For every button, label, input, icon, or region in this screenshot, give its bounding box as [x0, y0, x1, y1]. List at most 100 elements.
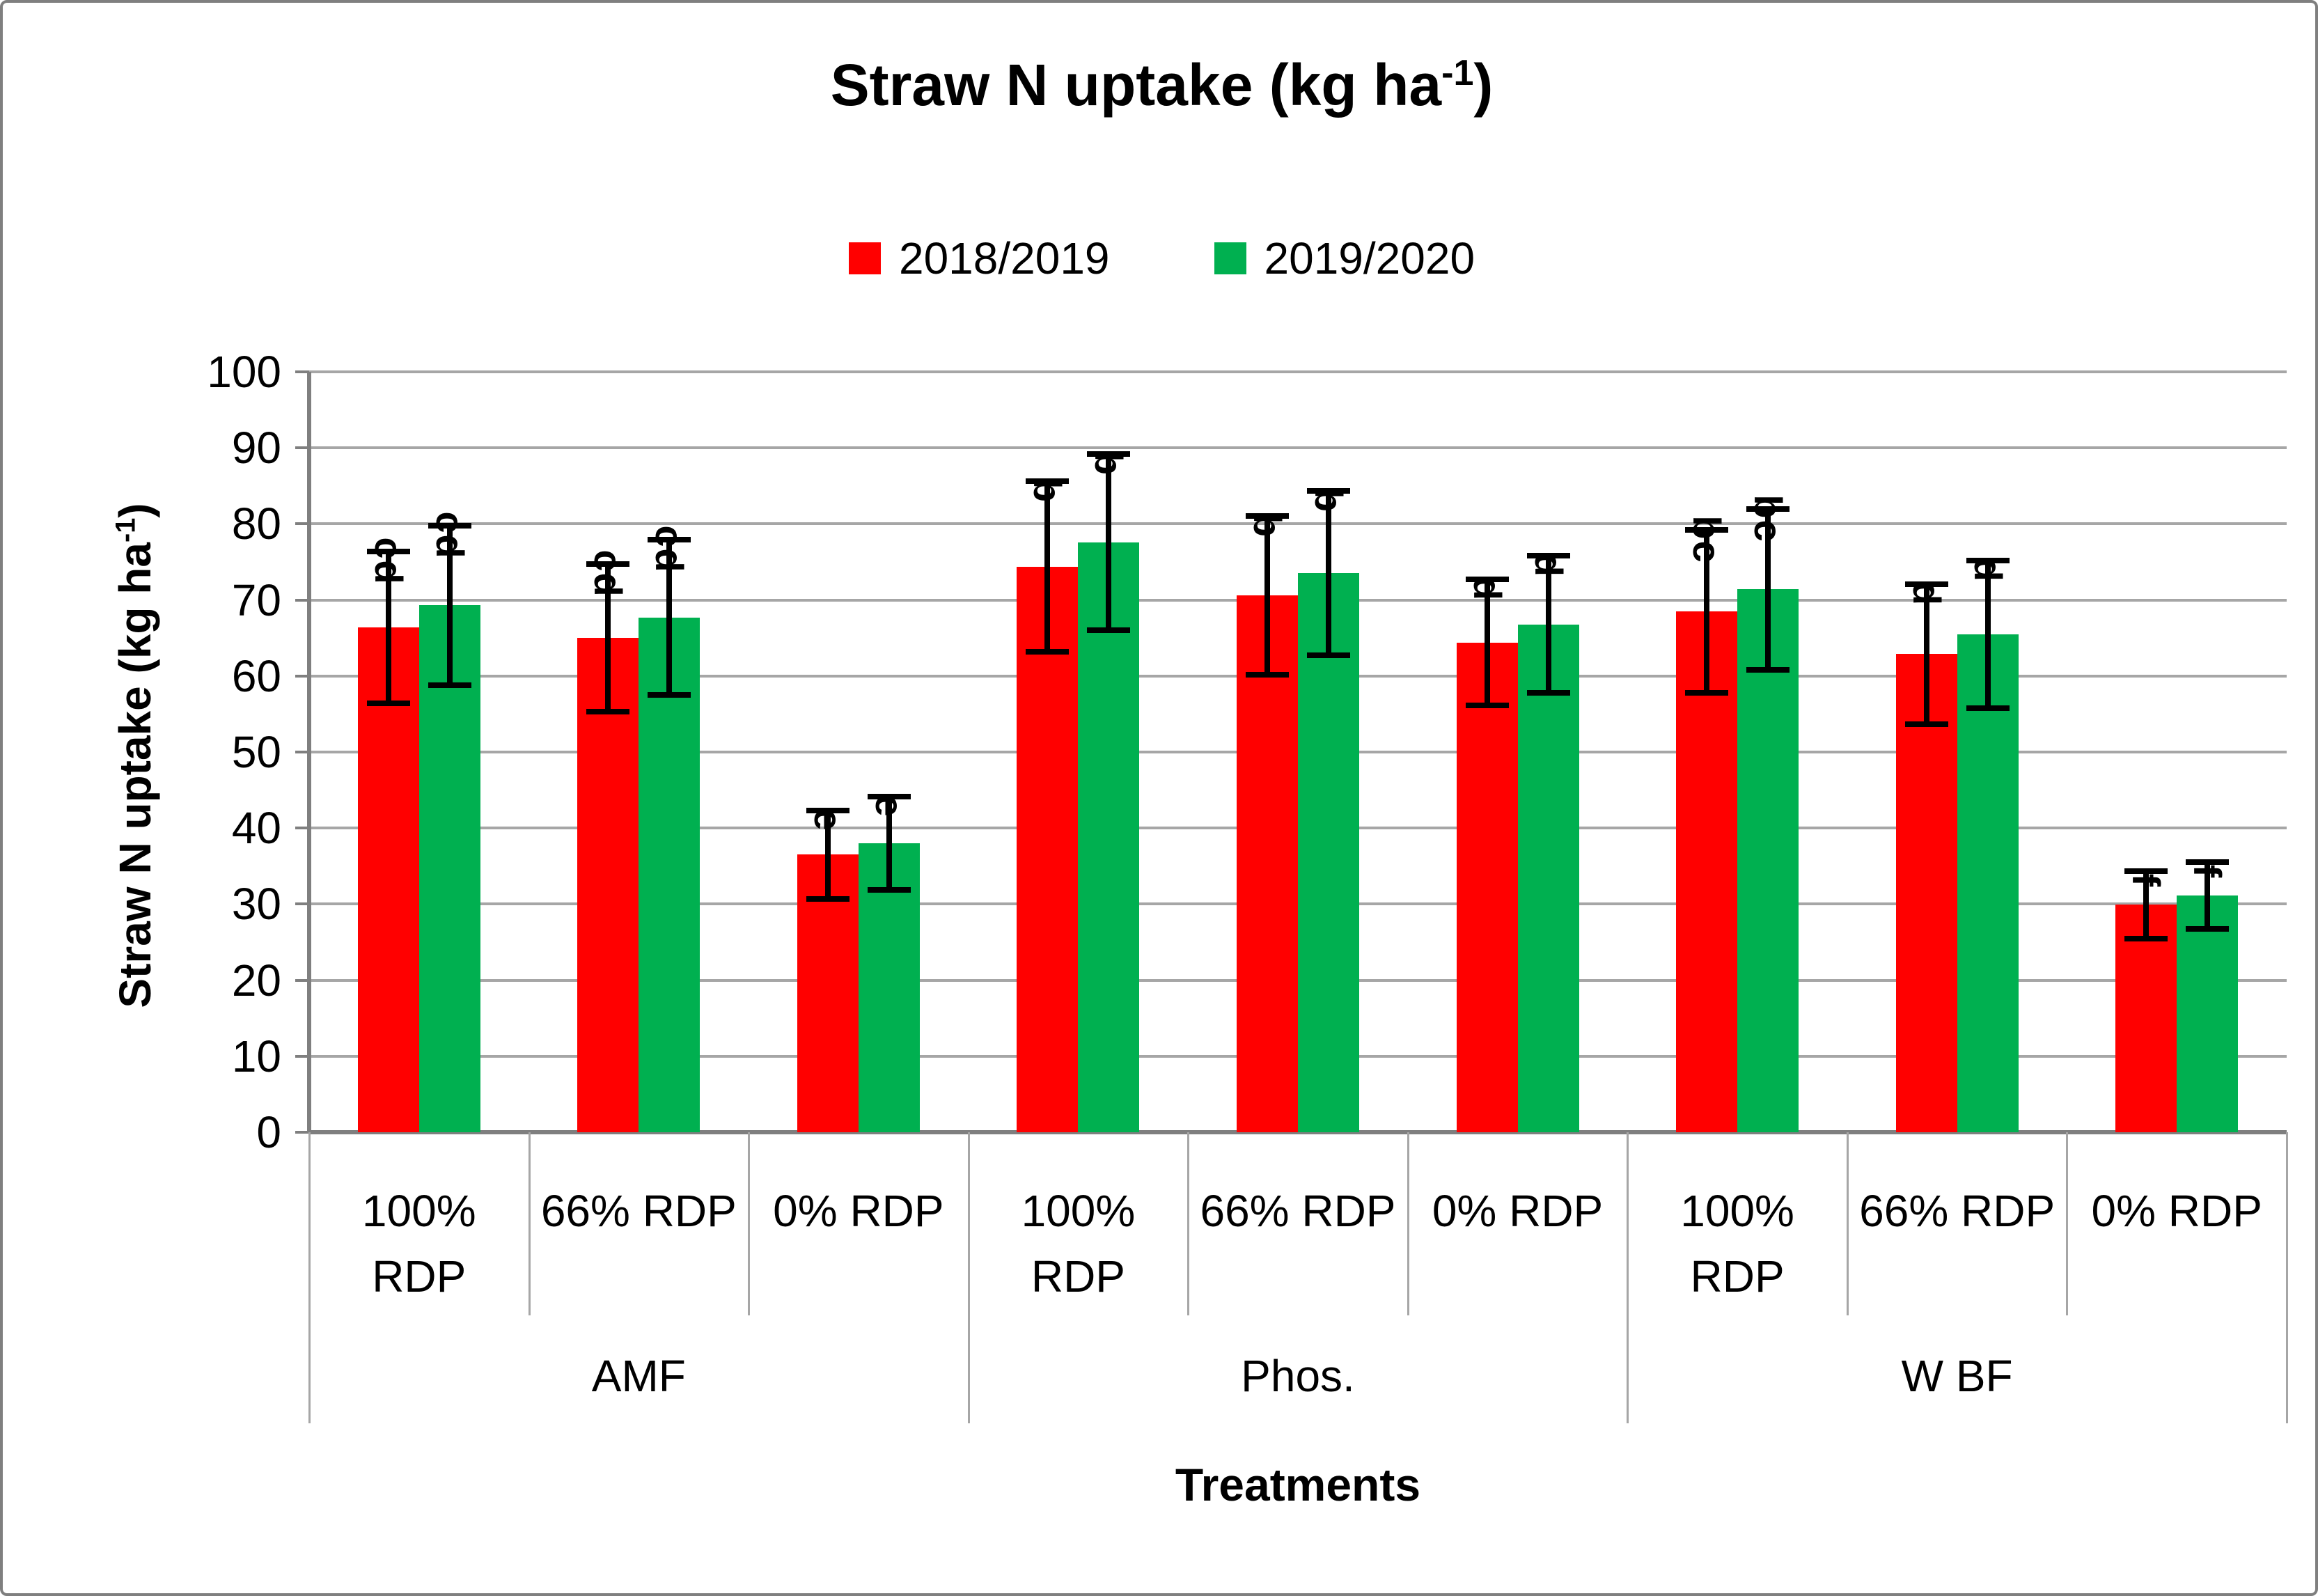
error-bar-bottom-cap: [2186, 926, 2230, 932]
error-bar-line: [1044, 481, 1051, 652]
error-bar-top-cap: [806, 808, 849, 814]
error-bar-line: [886, 797, 892, 890]
y-axis-tick-label: 20: [231, 955, 281, 1006]
error-bar-line: [2143, 871, 2149, 939]
category-label: RDP: [1031, 1251, 1125, 1301]
error-bar-line: [1765, 508, 1771, 671]
bar-2018-2019: [1017, 566, 1079, 1132]
error-bar-top-cap: [1685, 527, 1729, 533]
group-label: AMF: [591, 1351, 686, 1401]
significance-letter: b: [1307, 488, 1351, 514]
error-bar-top-cap: [1746, 506, 1790, 512]
category-label: RDP: [372, 1251, 467, 1301]
category-separator-line: [748, 1132, 751, 1315]
bar-2019-2020: [1957, 634, 2019, 1132]
error-bar-line: [1545, 556, 1551, 693]
y-axis-tick: [295, 370, 309, 373]
error-bar-bottom-cap: [2124, 935, 2168, 941]
error-bar-top-cap: [1966, 557, 2010, 563]
category-separator-line: [528, 1132, 531, 1315]
error-bar-bottom-cap: [1465, 703, 1509, 709]
category-label: 100%: [1680, 1186, 1794, 1236]
group-separator-line: [967, 1132, 970, 1423]
y-axis-tick: [295, 598, 309, 602]
y-axis-tick: [295, 902, 309, 906]
y-axis-tick-label: 0: [256, 1107, 281, 1157]
y-axis-tick: [295, 827, 309, 830]
y-axis-tick-label: 50: [231, 727, 281, 777]
group-label: Phos.: [1241, 1351, 1355, 1401]
significance-letter: cd: [428, 510, 472, 560]
significance-letter: bc: [1685, 515, 1730, 564]
significance-letter: f: [2186, 865, 2230, 879]
category-label: 0% RDP: [1432, 1186, 1604, 1236]
category-separator-line: [1407, 1132, 1409, 1315]
significance-letter: f: [2124, 874, 2169, 889]
bar-2019-2020: [2177, 895, 2239, 1132]
chart-title-suffix: ): [1473, 52, 1494, 118]
bar-2018-2019: [1456, 642, 1518, 1132]
bar-2018-2019: [1676, 611, 1738, 1132]
gridline: [309, 522, 2287, 526]
y-axis-tick: [295, 1054, 309, 1058]
group-separator-line: [2286, 1132, 2288, 1423]
y-axis-tick: [295, 446, 309, 450]
significance-letter: b: [1026, 478, 1070, 504]
bar-2019-2020: [418, 605, 480, 1132]
y-axis-tick: [295, 751, 309, 753]
error-bar-top-cap: [586, 561, 630, 568]
error-bar-top-cap: [428, 522, 471, 529]
error-bar-bottom-cap: [648, 692, 691, 698]
error-bar-top-cap: [1526, 553, 1570, 559]
bar-2018-2019: [2115, 905, 2177, 1132]
significance-letter: b: [1087, 451, 1131, 477]
category-label: 0% RDP: [773, 1186, 944, 1236]
legend-item-2019-2020: 2019/2020: [1214, 233, 1475, 284]
bar-2019-2020: [639, 617, 700, 1132]
error-bar-line: [1264, 516, 1270, 675]
y-axis-tick-label: 30: [231, 879, 281, 930]
category-label: 100%: [1021, 1186, 1136, 1236]
significance-letter: b: [1246, 513, 1290, 539]
y-axis-title-text: Straw N uptake (kg ha: [110, 542, 160, 1008]
error-bar-line: [666, 540, 673, 696]
error-bar-bottom-cap: [1526, 689, 1570, 696]
y-axis-tick-label: 60: [231, 650, 281, 701]
significance-letter: d: [1465, 577, 1510, 602]
error-bar-top-cap: [2186, 859, 2230, 866]
category-label: 66% RDP: [1200, 1186, 1396, 1236]
legend-label: 2019/2020: [1264, 233, 1475, 283]
category-separator-line: [1846, 1132, 1849, 1315]
error-bar-bottom-cap: [1307, 652, 1350, 659]
y-axis-tick-label: 90: [231, 423, 281, 474]
bar-2019-2020: [1737, 589, 1799, 1132]
error-bar-line: [1984, 560, 1991, 708]
y-axis-tick-label: 40: [231, 803, 281, 854]
error-bar-bottom-cap: [586, 709, 630, 715]
y-axis-tick-label: 70: [231, 574, 281, 625]
error-bar-top-cap: [867, 794, 911, 800]
gridline: [309, 370, 2287, 373]
error-bar-line: [824, 811, 831, 899]
error-bar-top-cap: [648, 537, 691, 543]
error-bar-line: [1326, 491, 1331, 656]
significance-letter: e: [867, 795, 911, 818]
y-axis-tick-label: 100: [207, 347, 281, 397]
x-axis-title: Treatments: [1175, 1459, 1421, 1510]
y-axis-tick: [295, 674, 309, 678]
significance-letter: cd: [648, 525, 692, 574]
error-bar-bottom-cap: [1966, 705, 2010, 711]
significance-letter: cd: [586, 549, 631, 598]
bar-2019-2020: [1298, 573, 1359, 1132]
bar-2018-2019: [1895, 654, 1957, 1132]
error-bar-top-cap: [1307, 488, 1350, 494]
y-axis-title-superscript: -1: [110, 517, 141, 542]
error-bar-bottom-cap: [366, 701, 410, 707]
category-separator-line: [1187, 1132, 1190, 1315]
error-bar-line: [385, 551, 391, 704]
significance-letter: d: [1966, 557, 2010, 583]
legend-item-2018-2019: 2018/2019: [848, 233, 1110, 284]
y-axis-tick: [295, 978, 309, 982]
error-bar-bottom-cap: [1746, 667, 1790, 673]
error-bar-bottom-cap: [1685, 689, 1729, 696]
